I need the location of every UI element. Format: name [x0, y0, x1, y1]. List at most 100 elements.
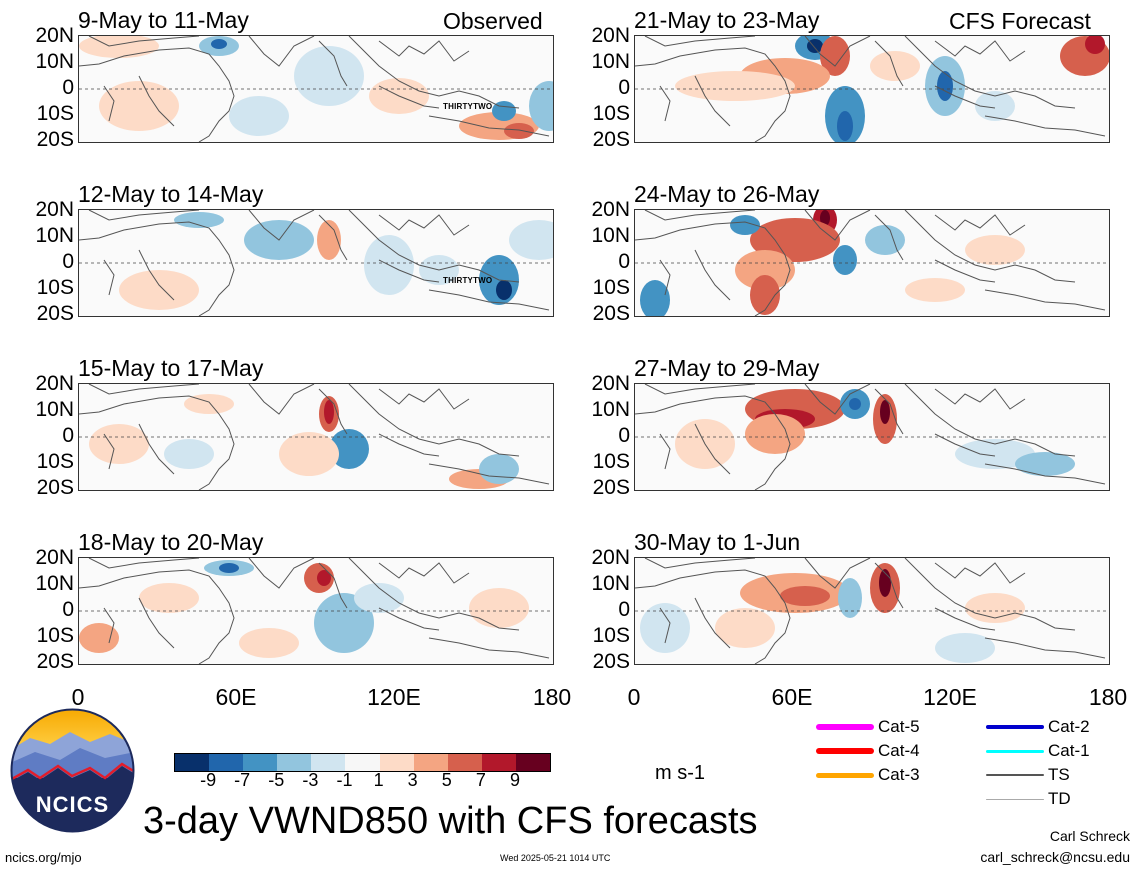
lat-label: 20S — [36, 650, 74, 673]
coastline — [79, 221, 235, 316]
lat-label: 10N — [35, 398, 74, 421]
coastline — [348, 384, 520, 457]
coastline — [378, 388, 470, 410]
lat-label: 0 — [618, 250, 630, 273]
coastline — [428, 637, 550, 659]
lon-label: 120E — [923, 684, 977, 710]
panel-title: 21-May to 23-May — [634, 7, 820, 33]
wind-anomaly-contour — [174, 212, 224, 228]
wind-anomaly-contour — [211, 39, 227, 49]
coastline — [934, 214, 1026, 236]
storm-track-label: THIRTYTWO — [443, 102, 493, 111]
legend-entry: Cat-2 — [986, 717, 1090, 737]
panel-title: 24-May to 26-May — [634, 181, 820, 207]
lat-label: 10N — [591, 50, 630, 73]
lat-label: 10S — [36, 276, 74, 299]
panel-title: 30-May to 1-Jun — [634, 529, 801, 555]
author-email: carl_schreck@ncsu.edu — [980, 849, 1130, 865]
lat-label: 10S — [592, 276, 630, 299]
legend-line-swatch — [816, 724, 874, 730]
coastline — [644, 558, 756, 569]
coastline — [248, 36, 315, 67]
coastline — [659, 433, 671, 470]
coastline — [348, 210, 520, 283]
wind-anomaly-contour — [79, 36, 159, 58]
timestamp: Wed 2025-05-21 1014 UTC — [500, 853, 611, 863]
coastline — [694, 249, 731, 301]
coastline — [694, 75, 731, 127]
colorbar-cell — [515, 754, 551, 771]
lat-label: 20N — [35, 546, 74, 569]
lat-label: 20S — [592, 128, 630, 151]
wind-anomaly-contour — [279, 432, 339, 476]
coastline — [984, 115, 1106, 137]
lat-label: 0 — [618, 76, 630, 99]
coastline — [659, 607, 671, 644]
lat-label: 0 — [62, 76, 74, 99]
wind-anomaly-contour — [99, 81, 179, 131]
coastline — [103, 85, 115, 122]
coastline — [934, 259, 996, 283]
colorbar-cell — [481, 754, 516, 771]
coastline — [934, 607, 996, 631]
coastline — [934, 85, 996, 109]
wind-anomaly-contour — [139, 583, 199, 613]
wind-anomaly-contour — [529, 81, 553, 131]
lon-label: 120E — [367, 684, 421, 710]
wind-anomaly-contour — [955, 439, 1035, 469]
map-panel — [634, 209, 1110, 317]
coastline — [138, 423, 175, 475]
wind-anomaly-contour — [317, 570, 331, 586]
lat-label: 20N — [35, 198, 74, 221]
lon-label: 0 — [71, 684, 85, 710]
coastline — [79, 47, 235, 142]
legend-entry: Cat-5 — [816, 717, 920, 737]
lat-label: 20N — [591, 24, 630, 47]
wind-anomaly-contour — [329, 429, 369, 469]
legend-line-swatch — [986, 798, 1044, 800]
legend-line-swatch — [816, 748, 874, 754]
coastline — [904, 36, 1076, 109]
lat-label: 20N — [35, 24, 74, 47]
wind-anomaly-contour — [504, 123, 534, 139]
coastline — [378, 607, 440, 631]
observed-label: Observed — [443, 8, 543, 34]
lon-label: 0 — [627, 684, 641, 710]
lat-label: 10S — [36, 450, 74, 473]
colorbar-cell — [413, 754, 448, 771]
coastline — [318, 214, 348, 261]
colorbar-tick: 5 — [441, 770, 452, 790]
coastline — [248, 210, 315, 241]
main-title: 3-day VWND850 with CFS forecasts — [143, 800, 758, 842]
lat-label: 20S — [592, 302, 630, 325]
coastline — [644, 384, 756, 395]
lat-label: 20S — [36, 302, 74, 325]
coastline — [88, 210, 200, 221]
colorbar-tick: 9 — [509, 770, 520, 790]
wind-anomaly-contour — [750, 275, 780, 315]
wind-anomaly-contour — [164, 439, 214, 469]
wind-anomaly-contour — [838, 578, 862, 618]
coastline — [428, 115, 550, 137]
legend-label: TS — [1048, 765, 1070, 784]
colorbar-cell — [209, 754, 244, 771]
logo-text: NCICS — [35, 792, 110, 817]
lat-label: 10S — [36, 102, 74, 125]
legend-entry: Cat-1 — [986, 741, 1090, 761]
lat-label: 20N — [35, 372, 74, 395]
legend-entry: Cat-3 — [816, 765, 920, 785]
lat-label: 10N — [591, 398, 630, 421]
legend-entry: Cat-4 — [816, 741, 920, 761]
coastline — [103, 259, 115, 296]
author: Carl Schreck — [1049, 828, 1130, 844]
coastline — [934, 40, 1026, 62]
lat-label: 20S — [592, 476, 630, 499]
coastline — [694, 597, 731, 649]
legend-entry: TD — [986, 789, 1071, 809]
lat-label: 10S — [592, 102, 630, 125]
wind-anomaly-contour — [314, 593, 374, 653]
panel-title: 12-May to 14-May — [78, 181, 264, 207]
lat-label: 10N — [35, 50, 74, 73]
coastline — [904, 210, 1076, 283]
wind-anomaly-contour — [837, 111, 853, 141]
